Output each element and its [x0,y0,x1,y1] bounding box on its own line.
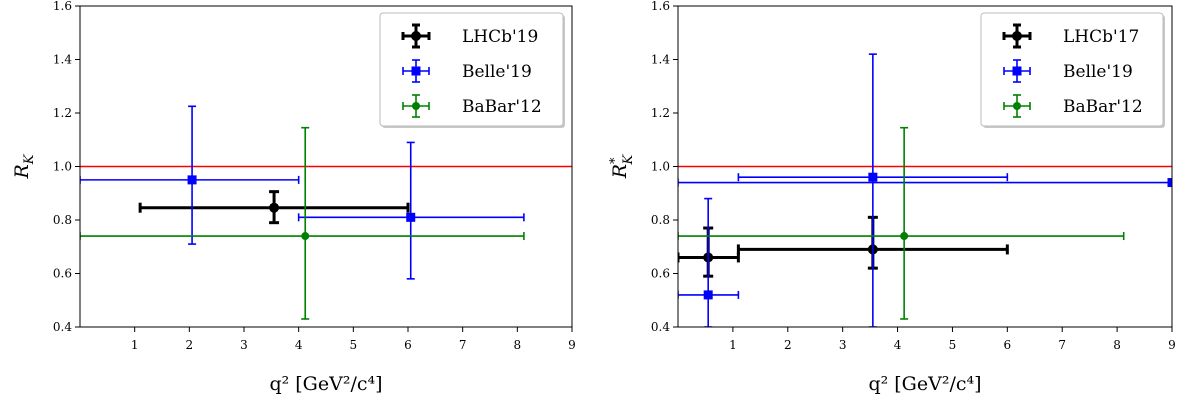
legend-square-marker [1012,66,1022,76]
x-tick-label: 4 [894,338,902,352]
data-point [678,178,1172,188]
data-point [737,53,1009,327]
legend-label: BaBar'12 [1063,97,1143,117]
x-axis-label: q² [GeV²/c⁴] [868,373,981,395]
y-tick-label: 1.6 [651,0,670,13]
x-tick-label: 1 [729,338,737,352]
legend-label: Belle'19 [462,62,532,82]
square-marker [703,290,713,300]
y-tick-label: 0.8 [651,213,670,227]
legend-entry: Belle'19 [1003,59,1133,83]
data-point [678,197,740,327]
data-point [138,190,410,225]
square-marker [1167,178,1172,188]
x-tick-label: 3 [839,338,847,352]
x-tick-label: 6 [1004,338,1012,352]
series-belle-19 [678,53,1172,327]
legend-circle-marker [1012,31,1022,41]
legend-label: Belle'19 [1063,62,1133,82]
legend-circle-marker [412,102,420,110]
data-point [80,126,525,320]
y-tick-label: 0.8 [53,213,72,227]
circle-marker [269,202,280,213]
legend-entry: LHCb'19 [401,23,538,49]
square-marker [187,175,197,185]
legend-box [980,12,1164,127]
y-tick-label: 1.0 [651,160,670,174]
legend-entry: LHCb'17 [1002,23,1139,49]
y-axis-label: R*K [608,153,636,179]
x-tick-label: 9 [1168,338,1176,352]
y-axis-label: RK [11,153,37,179]
y-tick-label: 1.6 [53,0,72,13]
x-axis-label: q² [GeV²/c⁴] [269,373,382,395]
x-tick-label: 3 [240,338,248,352]
data-point [80,105,300,245]
circle-marker [301,232,310,241]
legend-box [379,12,564,127]
square-marker [406,212,416,222]
y-tick-label: 0.4 [651,320,670,334]
series-lhcb-17 [678,215,1009,278]
x-tick-label: 7 [459,338,467,352]
legend: LHCb'19 Belle'19 BaBar'12 [379,12,565,128]
chart-1: 1 2 3 4 5 6 7 8 9 0.4 0.6 0.8 1.0 1.2 1.4 1.6 q² [GeV²/c… [11,0,576,395]
plot-area [678,53,1172,327]
y-tick-label: 0.6 [53,267,72,281]
legend-entry: BaBar'12 [402,94,542,118]
y-tick-label: 1.2 [651,106,670,120]
x-tick-label: 7 [1058,338,1066,352]
square-marker [868,172,878,182]
x-tick-label: 4 [295,338,303,352]
legend-label: BaBar'12 [462,97,542,117]
y-tick-label: 0.4 [53,320,72,334]
series-lhcb-19 [138,190,410,225]
y-tick-label: 1.0 [53,160,72,174]
data-point [297,141,525,280]
y-tick-label: 0.6 [651,267,670,281]
x-tick-label: 8 [1113,338,1121,352]
x-tick-label: 9 [568,338,576,352]
series-babar-12 [80,126,525,320]
plot-area [80,105,525,320]
legend-label: LHCb'17 [1063,27,1139,47]
legend-circle-marker [1013,102,1021,110]
x-tick-label: 6 [404,338,412,352]
legend-circle-marker [411,31,421,41]
data-point [678,126,1125,320]
x-tick-label: 1 [131,338,139,352]
x-tick-label: 5 [350,338,358,352]
legend-label: LHCb'19 [462,27,538,47]
x-tick-label: 5 [949,338,957,352]
legend-entry: BaBar'12 [1003,94,1143,118]
chart-2: 1 2 3 4 5 6 7 8 9 0.4 0.6 0.8 1.0 1.2 1.4 1.6 q² [GeV²/c… [608,0,1176,395]
x-tick-label: 8 [514,338,522,352]
legend-entry: Belle'19 [402,59,532,83]
legend: LHCb'17 Belle'19 BaBar'12 [980,12,1165,128]
y-tick-label: 1.4 [651,53,670,67]
x-tick-label: 2 [784,338,792,352]
x-tick-label: 2 [186,338,194,352]
series-babar-12 [678,126,1125,320]
series-belle-19 [80,105,525,280]
circle-marker [900,232,909,241]
y-tick-label: 1.4 [53,53,72,67]
legend-square-marker [411,66,421,76]
y-tick-label: 1.2 [53,106,72,120]
